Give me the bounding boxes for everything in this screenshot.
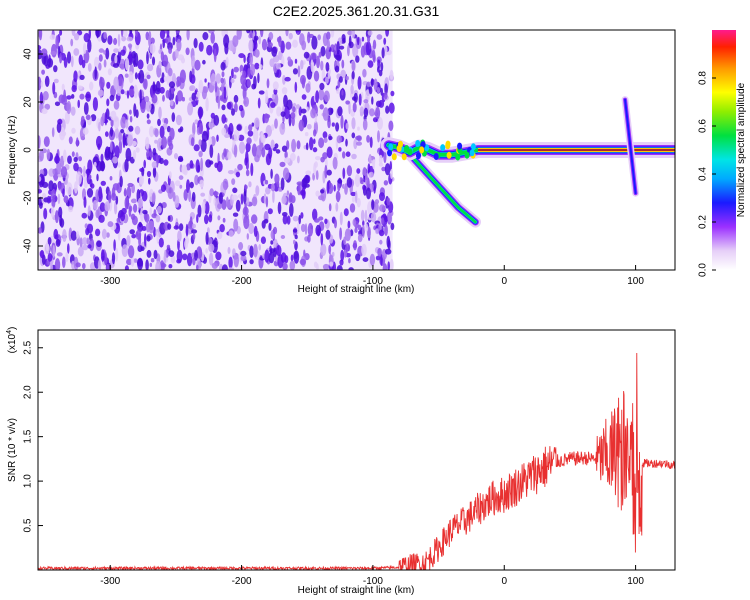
snr-panel: -300 -200 -100 0 100 0.5 1.0 1.5 2.0 2.5 Height … — [6, 327, 676, 596]
snr-frame — [37, 329, 676, 571]
colorbar-gradient — [712, 30, 736, 270]
colorbar-tick-label: 0.8 — [698, 71, 709, 85]
snr-series-line — [38, 352, 675, 570]
x-tick-label: 100 — [627, 276, 644, 287]
descending-branch — [404, 148, 477, 224]
colorbar: 0.0 0.2 0.4 0.6 0.8 Normalized spectral ampl… — [698, 30, 747, 277]
spectrogram-y-label: Frequency (Hz) — [7, 116, 18, 185]
snr-y-axis: 0.5 1.0 1.5 2.0 2.5 — [23, 340, 43, 533]
colorbar-tick-label: 0.2 — [698, 215, 709, 229]
y-tick-label: 0.5 — [23, 518, 34, 532]
x-tick-label: -200 — [232, 576, 252, 587]
spectrogram-marks — [38, 30, 675, 270]
x-tick-label: 0 — [501, 576, 507, 587]
noise-speckles — [38, 30, 395, 270]
colorbar-label: Normalized spectral amplitude — [736, 82, 747, 217]
x-tick-label: -100 — [363, 576, 383, 587]
x-tick-label: 0 — [501, 276, 507, 287]
x-tick-label: -200 — [232, 276, 252, 287]
snr-multiplier: (x104) — [6, 327, 18, 354]
snr-x-axis: -300 -200 -100 0 100 — [100, 565, 644, 587]
x-tick-label: -100 — [363, 276, 383, 287]
vertical-feature — [624, 98, 637, 195]
signal-blobs — [387, 139, 476, 161]
x-tick-label: -300 — [100, 276, 120, 287]
spectrogram-x-axis: -300 -200 -100 0 100 — [100, 265, 644, 287]
snr-x-label: Height of straight line (km) — [298, 585, 415, 596]
y-tick-label: 2.0 — [23, 385, 34, 399]
snr-marks — [38, 352, 675, 570]
y-tick-label: 1.5 — [23, 429, 34, 443]
y-tick-label: 20 — [23, 96, 34, 108]
y-tick-label: 2.5 — [23, 340, 34, 354]
spectrogram-y-axis: -40 -20 0 20 40 — [23, 48, 43, 253]
colorbar-tick-label: 0.0 — [698, 263, 709, 277]
x-tick-label: 100 — [627, 576, 644, 587]
snr-y-label: SNR (10 * v/v) — [7, 418, 18, 482]
colorbar-tick-label: 0.4 — [698, 167, 709, 181]
y-tick-label: 40 — [23, 48, 34, 60]
y-tick-label: 1.0 — [23, 474, 34, 488]
colorbar-ticks: 0.0 0.2 0.4 0.6 0.8 — [698, 71, 716, 277]
x-tick-label: -300 — [100, 576, 120, 587]
y-tick-label: 0 — [23, 147, 34, 153]
colorbar-tick-label: 0.6 — [698, 119, 709, 133]
chart-title: C2E2.2025.361.20.31.G31 — [273, 3, 440, 19]
spectrogram-x-label: Height of straight line (km) — [298, 284, 415, 295]
y-tick-label: -40 — [23, 238, 34, 253]
y-tick-label: -20 — [23, 190, 34, 205]
